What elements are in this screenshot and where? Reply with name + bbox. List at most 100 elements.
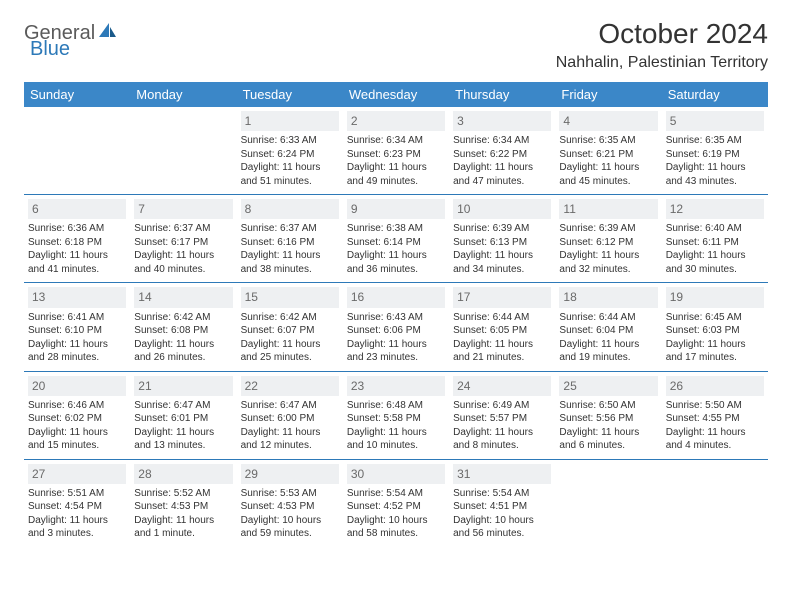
day-detail: Sunrise: 6:39 AM Sunset: 6:13 PM Dayligh… — [453, 222, 551, 276]
calendar-cell: 6 Sunrise: 6:36 AM Sunset: 6:18 PM Daylig… — [24, 195, 130, 283]
calendar-cell: 10 Sunrise: 6:39 AM Sunset: 6:13 PM Dayli… — [449, 195, 555, 283]
calendar-cell: 16Sunrise: 6:43 AM Sunset: 6:06 PM Dayli… — [343, 283, 449, 371]
day-number: 10 — [453, 199, 551, 219]
calendar-row: 27 Sunrise: 5:51 AM Sunset: 4:54 PM Dayli… — [24, 459, 768, 547]
day-number: 17 — [453, 287, 551, 307]
calendar-cell: 24 Sunrise: 6:49 AM Sunset: 5:57 PM Dayli… — [449, 371, 555, 459]
calendar-cell: 28 Sunrise: 5:52 AM Sunset: 4:53 PM Dayli… — [130, 459, 236, 547]
calendar-cell: 4 Sunrise: 6:35 AM Sunset: 6:21 PM Daylig… — [555, 107, 661, 195]
day-header: Friday — [555, 82, 661, 107]
calendar-cell: 14Sunrise: 6:42 AM Sunset: 6:08 PM Dayli… — [130, 283, 236, 371]
day-number: 7 — [134, 199, 232, 219]
day-number: 9 — [347, 199, 445, 219]
calendar-cell: 3 Sunrise: 6:34 AM Sunset: 6:22 PM Daylig… — [449, 107, 555, 195]
calendar-cell: 25 Sunrise: 6:50 AM Sunset: 5:56 PM Dayli… — [555, 371, 661, 459]
day-header: Sunday — [24, 82, 130, 107]
day-header: Tuesday — [237, 82, 343, 107]
header: General October 2024 Nahhalin, Palestini… — [24, 18, 768, 72]
day-number: 12 — [666, 199, 764, 219]
day-header: Monday — [130, 82, 236, 107]
calendar-cell — [24, 107, 130, 195]
day-detail: Sunrise: 5:51 AM Sunset: 4:54 PM Dayligh… — [28, 487, 126, 541]
day-detail: Sunrise: 5:53 AM Sunset: 4:53 PM Dayligh… — [241, 487, 339, 541]
day-number: 1 — [241, 111, 339, 131]
calendar-cell: 27 Sunrise: 5:51 AM Sunset: 4:54 PM Dayli… — [24, 459, 130, 547]
day-number: 6 — [28, 199, 126, 219]
day-header: Wednesday — [343, 82, 449, 107]
day-detail: Sunrise: 6:37 AM Sunset: 6:16 PM Dayligh… — [241, 222, 339, 276]
calendar-cell: 11 Sunrise: 6:39 AM Sunset: 6:12 PM Dayli… — [555, 195, 661, 283]
day-number: 14 — [134, 287, 232, 307]
calendar-cell: 31 Sunrise: 5:54 AM Sunset: 4:51 PM Dayli… — [449, 459, 555, 547]
day-header: Saturday — [662, 82, 768, 107]
calendar-cell: 20Sunrise: 6:46 AM Sunset: 6:02 PM Dayli… — [24, 371, 130, 459]
day-detail: Sunrise: 6:44 AM Sunset: 6:04 PM Dayligh… — [559, 311, 657, 365]
day-number: 30 — [347, 464, 445, 484]
day-number: 8 — [241, 199, 339, 219]
day-number: 27 — [28, 464, 126, 484]
day-detail: Sunrise: 6:36 AM Sunset: 6:18 PM Dayligh… — [28, 222, 126, 276]
day-header: Thursday — [449, 82, 555, 107]
day-detail: Sunrise: 6:48 AM Sunset: 5:58 PM Dayligh… — [347, 399, 445, 453]
day-detail: Sunrise: 6:49 AM Sunset: 5:57 PM Dayligh… — [453, 399, 551, 453]
calendar-cell: 26Sunrise: 5:50 AM Sunset: 4:55 PM Dayli… — [662, 371, 768, 459]
calendar-row: 1 Sunrise: 6:33 AM Sunset: 6:24 PM Daylig… — [24, 107, 768, 195]
day-header-row: Sunday Monday Tuesday Wednesday Thursday… — [24, 82, 768, 107]
day-detail: Sunrise: 6:45 AM Sunset: 6:03 PM Dayligh… — [666, 311, 764, 365]
day-detail: Sunrise: 6:35 AM Sunset: 6:19 PM Dayligh… — [666, 134, 764, 188]
location-label: Nahhalin, Palestinian Territory — [556, 54, 768, 72]
day-detail: Sunrise: 6:33 AM Sunset: 6:24 PM Dayligh… — [241, 134, 339, 188]
sail-icon — [99, 23, 117, 44]
calendar-cell: 5 Sunrise: 6:35 AM Sunset: 6:19 PM Daylig… — [662, 107, 768, 195]
day-number: 2 — [347, 111, 445, 131]
calendar-row: 6 Sunrise: 6:36 AM Sunset: 6:18 PM Daylig… — [24, 195, 768, 283]
calendar-cell — [662, 459, 768, 547]
day-detail: Sunrise: 5:52 AM Sunset: 4:53 PM Dayligh… — [134, 487, 232, 541]
calendar-cell: 15Sunrise: 6:42 AM Sunset: 6:07 PM Dayli… — [237, 283, 343, 371]
day-number: 29 — [241, 464, 339, 484]
calendar-row: 13Sunrise: 6:41 AM Sunset: 6:10 PM Dayli… — [24, 283, 768, 371]
calendar-cell: 8 Sunrise: 6:37 AM Sunset: 6:16 PM Daylig… — [237, 195, 343, 283]
day-number: 21 — [134, 376, 232, 396]
calendar-cell: 29 Sunrise: 5:53 AM Sunset: 4:53 PM Dayli… — [237, 459, 343, 547]
calendar-row: 20Sunrise: 6:46 AM Sunset: 6:02 PM Dayli… — [24, 371, 768, 459]
day-detail: Sunrise: 6:41 AM Sunset: 6:10 PM Dayligh… — [28, 311, 126, 365]
day-detail: Sunrise: 6:44 AM Sunset: 6:05 PM Dayligh… — [453, 311, 551, 365]
day-detail: Sunrise: 5:50 AM Sunset: 4:55 PM Dayligh… — [666, 399, 764, 453]
calendar-cell: 1 Sunrise: 6:33 AM Sunset: 6:24 PM Daylig… — [237, 107, 343, 195]
day-number: 24 — [453, 376, 551, 396]
day-detail: Sunrise: 6:46 AM Sunset: 6:02 PM Dayligh… — [28, 399, 126, 453]
day-number: 23 — [347, 376, 445, 396]
day-number: 4 — [559, 111, 657, 131]
calendar-cell: 2Sunrise: 6:34 AM Sunset: 6:23 PM Daylig… — [343, 107, 449, 195]
day-number: 18 — [559, 287, 657, 307]
day-detail: Sunrise: 6:34 AM Sunset: 6:22 PM Dayligh… — [453, 134, 551, 188]
day-detail: Sunrise: 6:37 AM Sunset: 6:17 PM Dayligh… — [134, 222, 232, 276]
brand-name-2: Blue — [30, 38, 70, 60]
day-number: 25 — [559, 376, 657, 396]
calendar-cell: 12 Sunrise: 6:40 AM Sunset: 6:11 PM Dayli… — [662, 195, 768, 283]
day-number: 28 — [134, 464, 232, 484]
day-detail: Sunrise: 6:35 AM Sunset: 6:21 PM Dayligh… — [559, 134, 657, 188]
day-detail: Sunrise: 6:50 AM Sunset: 5:56 PM Dayligh… — [559, 399, 657, 453]
day-number: 31 — [453, 464, 551, 484]
calendar-cell: 7 Sunrise: 6:37 AM Sunset: 6:17 PM Daylig… — [130, 195, 236, 283]
day-number: 11 — [559, 199, 657, 219]
calendar-cell: 30 Sunrise: 5:54 AM Sunset: 4:52 PM Dayli… — [343, 459, 449, 547]
day-detail: Sunrise: 6:39 AM Sunset: 6:12 PM Dayligh… — [559, 222, 657, 276]
day-detail: Sunrise: 6:40 AM Sunset: 6:11 PM Dayligh… — [666, 222, 764, 276]
day-detail: Sunrise: 6:38 AM Sunset: 6:14 PM Dayligh… — [347, 222, 445, 276]
day-detail: Sunrise: 5:54 AM Sunset: 4:51 PM Dayligh… — [453, 487, 551, 541]
title-block: October 2024 Nahhalin, Palestinian Terri… — [556, 18, 768, 72]
day-detail: Sunrise: 6:47 AM Sunset: 6:00 PM Dayligh… — [241, 399, 339, 453]
day-number: 3 — [453, 111, 551, 131]
calendar-cell — [555, 459, 661, 547]
day-detail: Sunrise: 6:42 AM Sunset: 6:07 PM Dayligh… — [241, 311, 339, 365]
calendar-cell: 17 Sunrise: 6:44 AM Sunset: 6:05 PM Dayli… — [449, 283, 555, 371]
day-number: 5 — [666, 111, 764, 131]
calendar-cell: 19Sunrise: 6:45 AM Sunset: 6:03 PM Dayli… — [662, 283, 768, 371]
page-title: October 2024 — [556, 18, 768, 50]
day-detail: Sunrise: 6:47 AM Sunset: 6:01 PM Dayligh… — [134, 399, 232, 453]
day-detail: Sunrise: 5:54 AM Sunset: 4:52 PM Dayligh… — [347, 487, 445, 541]
day-detail: Sunrise: 6:43 AM Sunset: 6:06 PM Dayligh… — [347, 311, 445, 365]
